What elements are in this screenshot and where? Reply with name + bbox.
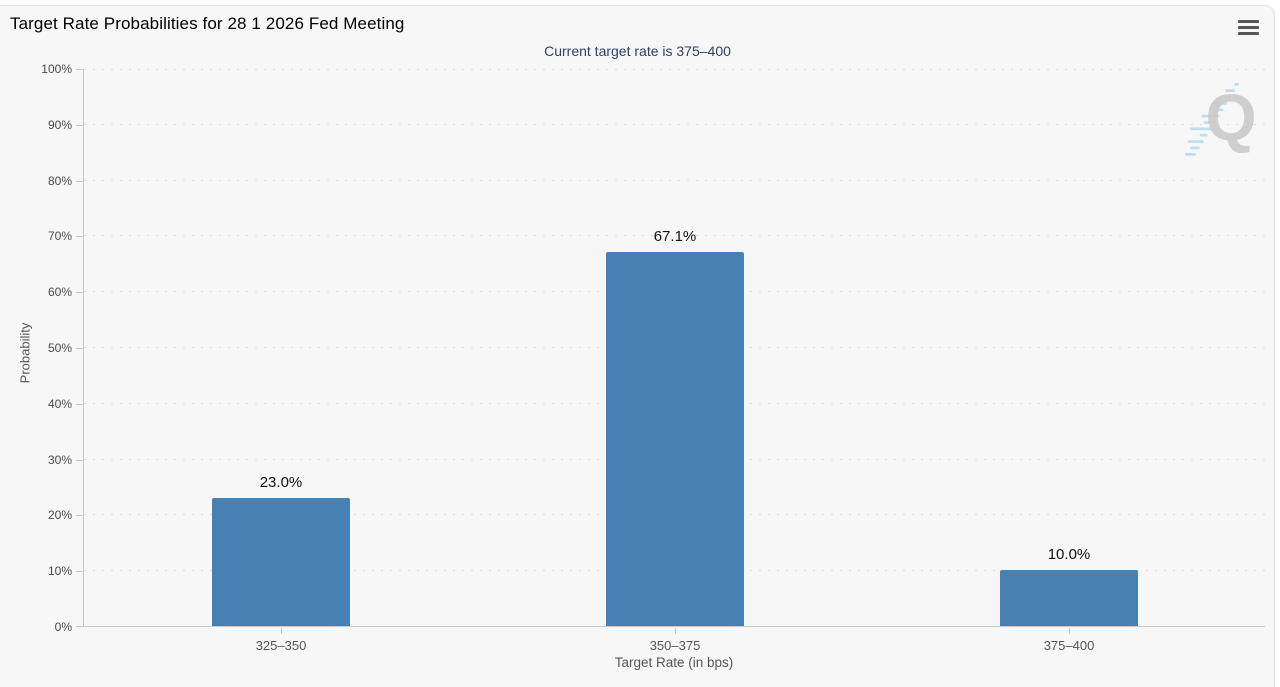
gridline <box>84 124 1266 125</box>
y-axis-tick <box>76 626 83 627</box>
y-tick-label: 70% <box>47 229 72 243</box>
y-axis-tick <box>76 460 83 461</box>
watermark-dash <box>1213 102 1228 105</box>
bar-value-label: 67.1% <box>653 228 697 245</box>
y-tick-label: 100% <box>41 62 72 76</box>
watermark-dash <box>1189 146 1200 150</box>
gridline <box>84 180 1266 181</box>
x-tick-label: 350–375 <box>649 638 701 653</box>
y-axis-tick <box>76 292 83 293</box>
y-axis-tick <box>76 571 83 572</box>
watermark-dash <box>1225 89 1236 92</box>
y-tick-label: 40% <box>47 397 72 411</box>
y-tick-label: 80% <box>47 174 72 188</box>
x-axis-tick <box>675 628 676 634</box>
chart-card: Target Rate Probabilities for 28 1 2026 … <box>0 5 1275 687</box>
x-axis-tick <box>281 628 282 634</box>
y-axis-tick <box>76 69 83 70</box>
quikstrike-q-logo-watermark: Q <box>1185 80 1257 156</box>
y-tick-label: 60% <box>47 285 72 299</box>
gridline <box>84 235 1266 236</box>
bar[interactable] <box>212 498 350 626</box>
watermark-q-letter: Q <box>1205 80 1256 154</box>
watermark-dash <box>1189 127 1212 131</box>
x-tick-label: 375–400 <box>1043 638 1095 653</box>
chart-title: Target Rate Probabilities for 28 1 2026 … <box>10 14 405 33</box>
y-axis-tick <box>76 348 83 349</box>
watermark-dash <box>1185 153 1196 156</box>
x-axis-tick <box>1069 628 1070 634</box>
y-axis-tick <box>76 404 83 405</box>
watermark-dash <box>1187 140 1204 143</box>
y-tick-label: 0% <box>54 620 72 634</box>
y-axis-tick <box>76 236 83 237</box>
export-menu-button[interactable] <box>1237 18 1261 40</box>
y-axis-tick <box>76 181 83 182</box>
x-tick-label: 325–350 <box>255 638 307 653</box>
y-tick-label: 10% <box>47 564 72 578</box>
hamburger-icon <box>1238 32 1259 35</box>
watermark-dash <box>1224 95 1232 99</box>
y-tick-label: 20% <box>47 508 72 522</box>
bar-value-label: 10.0% <box>1047 546 1091 563</box>
watermark-dash <box>1234 83 1239 86</box>
plot-area: 0% 10% 20% 30% 40% 50% 60% 70% 80% 90% 100% 23.0% 32… <box>41 62 1266 653</box>
bar-value-label: 23.0% <box>259 474 303 491</box>
watermark-dash <box>1203 121 1216 124</box>
y-axis-tick <box>76 515 83 516</box>
y-tick-label: 90% <box>47 118 72 132</box>
gridline <box>84 69 1266 70</box>
bar[interactable] <box>1000 570 1138 626</box>
watermark-dash <box>1201 114 1220 118</box>
x-axis-title: Target Rate (in bps) <box>614 655 734 670</box>
watermark-dash <box>1215 108 1224 112</box>
y-axis-tick <box>76 125 83 126</box>
y-tick-label: 50% <box>47 341 72 355</box>
chart-subtitle: Current target rate is 375–400 <box>544 43 731 59</box>
hamburger-icon <box>1238 26 1259 29</box>
bar[interactable] <box>606 252 744 626</box>
y-tick-label: 30% <box>47 453 72 467</box>
watermark-dash <box>1199 133 1208 137</box>
hamburger-icon <box>1238 20 1259 23</box>
